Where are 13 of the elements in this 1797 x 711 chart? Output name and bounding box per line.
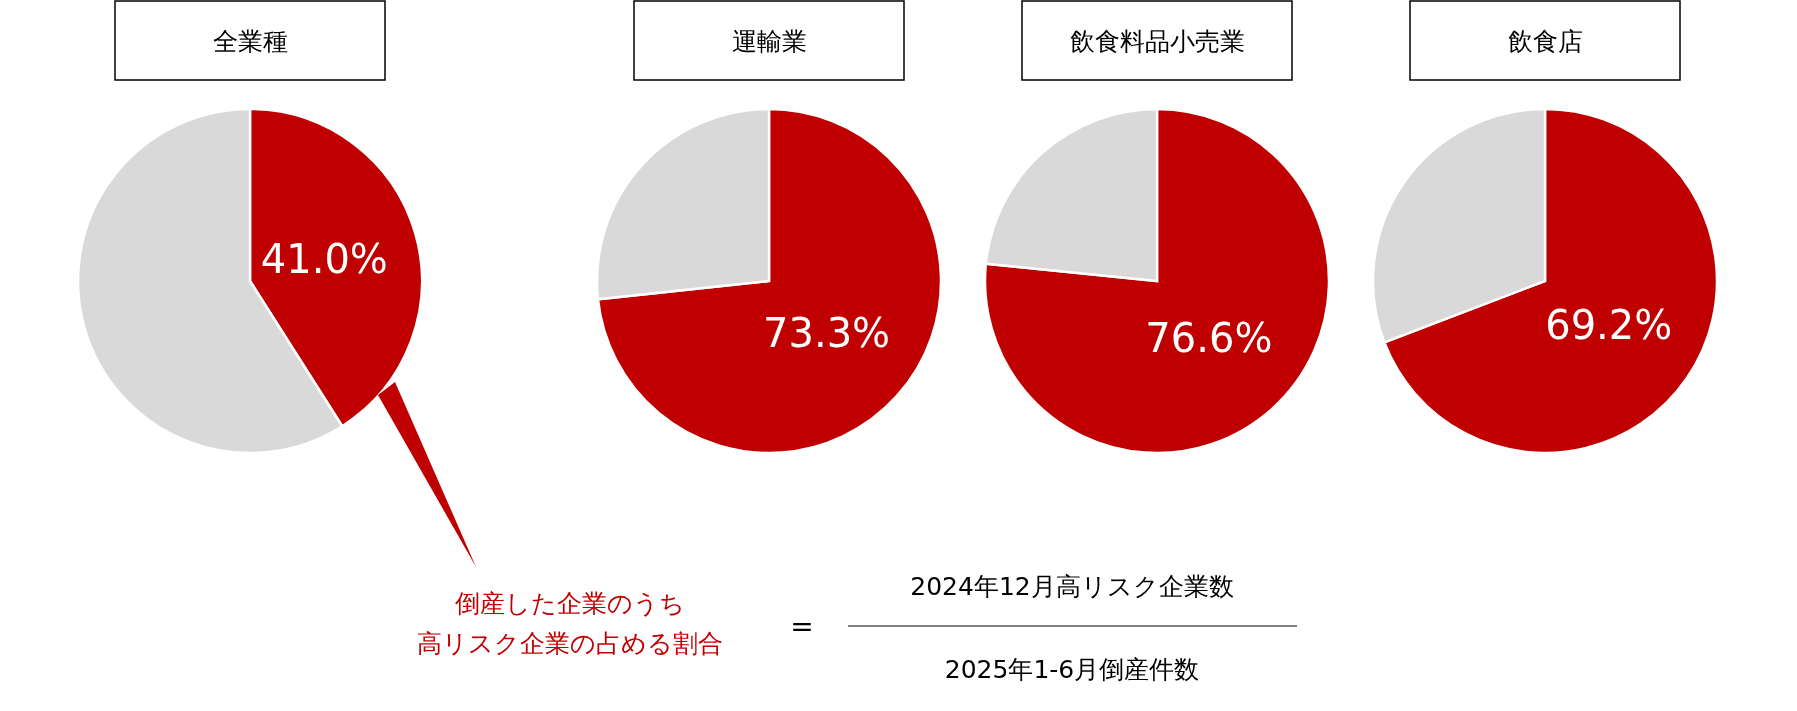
data-label: 73.3%: [763, 309, 891, 356]
data-label: 69.2%: [1545, 301, 1673, 348]
text: 2025年1-6月倒産件数: [944, 655, 1200, 684]
chart-title: 飲食店: [1507, 27, 1583, 56]
data-label: 76.6%: [1145, 315, 1273, 362]
chart-title: 飲食料品小売業: [1069, 27, 1245, 56]
text: 倒産した企業のうち: [455, 589, 685, 618]
text: 2024年12月高リスク企業数: [910, 572, 1234, 601]
text: =: [790, 610, 814, 643]
text: 高リスク企業の占める割合: [417, 629, 723, 658]
chart-title: 運輸業: [731, 27, 807, 56]
data-label: 41.0%: [260, 236, 388, 283]
chart-title: 全業種: [212, 27, 288, 56]
